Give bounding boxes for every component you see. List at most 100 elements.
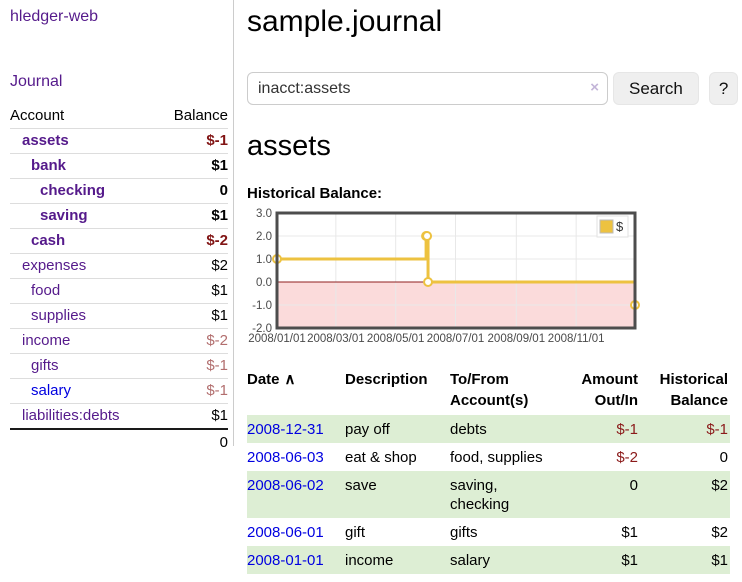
transaction-balance: $2 [711,477,728,494]
account-link-food[interactable]: food [31,282,61,299]
transaction-description: gift [345,524,366,541]
legend-color-swatch [599,219,614,234]
transaction-accounts: food, supplies [450,449,543,466]
sidebar: hledger-web Journal Account Balance asse… [0,0,234,455]
account-link-bank[interactable]: bank [31,157,67,174]
transaction-amount: $1 [621,552,638,569]
account-link-salary[interactable]: salary [31,382,72,399]
x-tick-label: 2008/09/01 [488,333,546,345]
account-link-assets[interactable]: assets [22,132,69,149]
transaction-date-link[interactable]: 2008-06-01 [247,524,324,541]
account-heading: assets [247,130,331,162]
accounts-col-account: Account [10,107,65,124]
sidebar-item-journal[interactable]: Journal [10,73,63,90]
transaction-description: income [345,552,394,569]
transaction-amount: 0 [629,477,638,494]
transaction-amount: $-1 [616,421,638,438]
account-balance: $-1 [155,378,228,404]
accounts-total-value: 0 [155,428,228,455]
transaction-date-link[interactable]: 2008-01-01 [247,552,324,569]
register-row: 2008-01-01 income salary $1 $1 [247,546,730,574]
x-tick-label: 2008/01/01 [248,333,306,345]
help-button[interactable]: ? [708,72,739,105]
transaction-accounts: salary [450,552,491,569]
register-col-description: Description [345,371,428,388]
account-balance: $-1 [155,353,228,379]
account-balance: $-1 [155,128,228,154]
transaction-date-link[interactable]: 2008-06-02 [247,477,324,494]
date-header-label: Date [247,371,280,388]
account-link-saving[interactable]: saving [40,207,88,224]
register-row: 2008-06-03 eat & shop food, supplies $-2… [247,443,730,471]
y-tick-label: 2.0 [256,231,272,243]
accounts-col-balance: Balance [173,107,228,124]
account-row-supplies: supplies $1 [10,303,228,329]
x-tick-label: 2008/05/01 [367,333,425,345]
account-link-cash[interactable]: cash [31,232,66,249]
data-point-marker [422,231,433,241]
register-row: 2008-06-01 gift gifts $1 $2 [247,518,730,546]
account-row-expenses: expenses $2 [10,253,228,279]
account-balance: $-2 [155,328,228,354]
account-balance: $2 [155,253,228,279]
account-row-checking: checking 0 [10,178,228,204]
search-button[interactable]: Search [613,72,699,105]
transaction-balance: $-1 [706,421,728,438]
account-link-liabilities-debts[interactable]: liabilities:debts [22,407,120,424]
search-form: × Search ? [247,72,739,105]
account-row-food: food $1 [10,278,228,304]
register-col-account: To/From Account(s) [450,371,529,409]
register-row: 2008-06-02 save saving, checking 0 $2 [247,471,730,518]
clear-search-icon[interactable]: × [590,79,599,96]
transaction-accounts: saving, checking [450,477,510,513]
account-link-checking[interactable]: checking [40,182,106,199]
account-link-income[interactable]: income [22,332,71,349]
account-row-assets: assets $-1 [10,128,228,154]
register-header-row: Date ∧ Description To/From Account(s) Amo… [247,365,730,415]
account-row-salary: salary $-1 [10,378,228,404]
accounts-table: Account Balance assets $-1 bank $1 check… [10,104,228,455]
account-balance: $1 [155,403,228,429]
account-row-saving: saving $1 [10,203,228,229]
transaction-accounts: gifts [450,524,478,541]
account-balance: $1 [155,153,228,179]
data-point-marker [423,277,434,287]
account-row-income: income $-2 [10,328,228,354]
accounts-header-row: Account Balance [10,104,228,129]
chart-section-label: Historical Balance: [247,185,383,202]
account-balance: $1 [155,203,228,229]
y-tick-label: -2.0 [252,323,272,335]
y-tick-label: 0.0 [256,277,272,289]
account-link-supplies[interactable]: supplies [31,307,87,324]
transaction-amount: $-2 [616,449,638,466]
account-link-expenses[interactable]: expenses [22,257,87,274]
transaction-accounts: debts [450,421,487,438]
account-balance: $1 [155,278,228,304]
register-table: Date ∧ Description To/From Account(s) Amo… [247,365,730,574]
transaction-amount: $1 [621,524,638,541]
accounts-total-row: 0 [10,428,228,455]
register-col-amount: Amount Out/In [581,371,638,409]
page-title: sample.journal [247,5,443,38]
account-balance: $-2 [155,228,228,254]
account-row-bank: bank $1 [10,153,228,179]
account-row-cash: cash $-2 [10,228,228,254]
transaction-balance: 0 [719,449,728,466]
x-tick-label: 2008/03/01 [307,333,365,345]
search-input[interactable] [247,72,608,105]
search-box: × [247,72,608,105]
y-tick-label: 3.0 [256,208,272,220]
x-tick-label: 2008/11/01 [548,333,605,345]
main-content: sample.journal × Search ? assets Histori… [247,0,739,574]
account-row-liabilities-debts: liabilities:debts $1 [10,403,228,429]
legend-series-label: $ [616,219,624,234]
account-link-gifts[interactable]: gifts [31,357,59,374]
transaction-description: pay off [345,421,390,438]
transaction-date-link[interactable]: 2008-12-31 [247,421,324,438]
account-balance: $1 [155,303,228,329]
register-col-date[interactable]: Date ∧ [247,365,345,415]
account-row-gifts: gifts $-1 [10,353,228,379]
register-col-balance: Historical Balance [659,371,728,409]
transaction-date-link[interactable]: 2008-06-03 [247,449,324,466]
app-title-link[interactable]: hledger-web [10,8,99,25]
